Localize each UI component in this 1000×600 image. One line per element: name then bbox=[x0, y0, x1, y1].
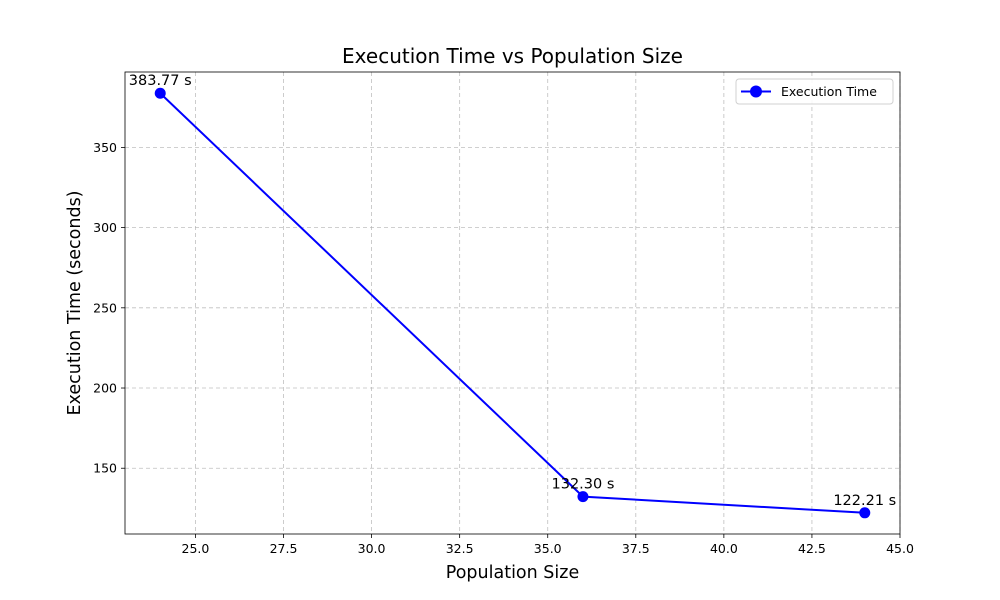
x-tick-label: 42.5 bbox=[798, 541, 826, 556]
legend-box bbox=[735, 78, 894, 105]
y-tick-label: 150 bbox=[93, 461, 117, 476]
x-tick-label: 40.0 bbox=[710, 541, 738, 556]
x-tick-label: 37.5 bbox=[622, 541, 650, 556]
legend: Execution Time bbox=[735, 78, 894, 105]
y-tick-label: 200 bbox=[93, 381, 117, 396]
data-point bbox=[577, 491, 589, 503]
series-execution-time bbox=[154, 87, 871, 519]
x-axis-ticks: 25.0 27.5 30.0 32.5 35.0 37.5 40.0 42.5 45.0 bbox=[182, 534, 914, 556]
x-tick-label: 25.0 bbox=[182, 541, 210, 556]
x-tick-label: 30.0 bbox=[358, 541, 386, 556]
y-tick-label: 250 bbox=[93, 300, 117, 315]
data-point bbox=[859, 507, 871, 519]
x-tick-label: 45.0 bbox=[886, 541, 914, 556]
x-tick-label: 35.0 bbox=[534, 541, 562, 556]
data-point bbox=[154, 87, 166, 99]
data-label: 383.77 s bbox=[129, 73, 192, 89]
y-tick-label: 350 bbox=[93, 140, 117, 155]
x-axis-label: Population Size bbox=[446, 563, 579, 583]
y-axis-ticks: 150 200 250 300 350 bbox=[93, 140, 125, 476]
x-tick-label: 27.5 bbox=[270, 541, 298, 556]
y-tick-label: 300 bbox=[93, 220, 117, 235]
y-axis-label: Execution Time (seconds) bbox=[65, 190, 85, 415]
plot-frame bbox=[124, 71, 901, 535]
legend-marker bbox=[750, 85, 762, 98]
data-labels: 383.77 s 132.30 s 122.21 s bbox=[129, 73, 896, 509]
x-tick-label: 32.5 bbox=[446, 541, 474, 556]
data-label: 132.30 s bbox=[552, 477, 615, 493]
legend-label: Execution Time bbox=[781, 84, 877, 99]
data-label: 122.21 s bbox=[833, 493, 896, 509]
chart-title: Execution Time vs Population Size bbox=[342, 44, 683, 68]
